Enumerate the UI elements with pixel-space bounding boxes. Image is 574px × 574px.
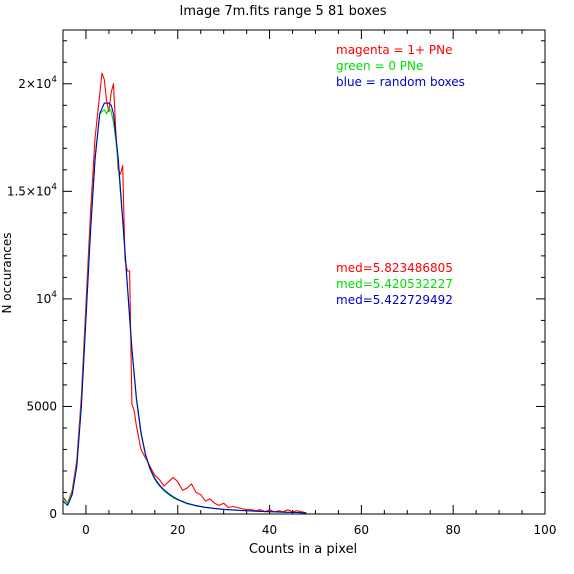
y-tick-exponent: 4: [51, 75, 57, 85]
x-tick-label: 60: [354, 523, 369, 537]
legend-entry: green = 0 PNe: [336, 59, 423, 73]
chart-title: Image 7m.fits range 5 81 boxes: [180, 4, 387, 19]
y-tick-exponent: 4: [51, 182, 57, 192]
y-tick-label: 1.5×104: [7, 182, 57, 198]
y-tick-label: 2×104: [18, 75, 57, 91]
plot-frame: [62, 29, 546, 515]
series-line-blue: [62, 102, 307, 514]
y-tick-mantissa: 1.5×10: [7, 184, 51, 198]
series-line-green: [62, 106, 307, 514]
series-layer: [62, 72, 307, 514]
x-tick-label: 80: [446, 523, 461, 537]
median-label: med=5.823486805: [336, 261, 453, 275]
x-axis-label: Counts in a pixel: [249, 542, 357, 557]
y-tick-mantissa: 2×10: [18, 77, 51, 91]
y-tick-mantissa: 5000: [26, 399, 57, 413]
y-axis-label: N occurances: [0, 232, 14, 313]
axis-ticks: [62, 30, 546, 515]
y-tick-label: 104: [36, 290, 57, 306]
median-label: med=5.422729492: [336, 293, 453, 307]
x-tick-label: 0: [82, 523, 90, 537]
legend: magenta = 1+ PNe green = 0 PNe blue = rand…: [336, 43, 465, 89]
y-tick-exponent: 4: [51, 290, 57, 300]
legend-entry: blue = random boxes: [336, 75, 465, 89]
y-tick-label: 0: [49, 507, 57, 521]
median-label: med=5.420532227: [336, 277, 453, 291]
series-line-magenta: [62, 72, 307, 514]
y-tick-mantissa: 0: [49, 507, 57, 521]
x-tick-label: 100: [534, 523, 557, 537]
y-tick-mantissa: 10: [36, 292, 51, 306]
x-tick-label: 20: [170, 523, 185, 537]
y-tick-label: 5000: [26, 399, 57, 413]
x-tick-label: 40: [262, 523, 277, 537]
legend-entry: magenta = 1+ PNe: [336, 43, 453, 57]
median-annotations: med=5.823486805 med=5.420532227 med=5.4227…: [336, 261, 453, 307]
